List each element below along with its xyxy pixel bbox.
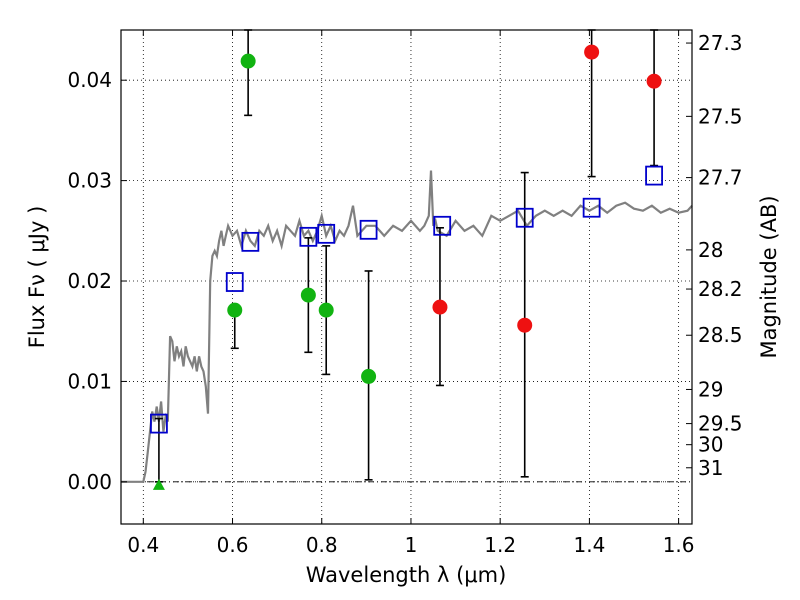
y-axis-label: Flux Fν ( μJy ) [25,206,49,349]
red-point [432,299,448,315]
blue-square-point [299,226,318,247]
x-tick-label: 0.4 [127,533,159,557]
x-tick-label: 0.6 [217,533,249,557]
green-point [361,368,377,384]
green-point [240,53,256,69]
green-point [300,287,316,303]
y2-tick-label: 30 [698,433,723,457]
x-axis-label: Wavelength λ (μm) [306,563,507,587]
y2-tick-label: 29.5 [698,412,743,436]
y2-tick-label: 27.3 [698,31,743,55]
green-triangle-point [152,478,165,490]
blue-square-point [225,272,244,292]
y-tick-label: 0.02 [67,269,112,293]
y2-axis-label: Magnitude (AB) [757,195,781,358]
x-tick-label: 1.4 [573,533,605,557]
x-tick-label: 1.2 [484,533,516,557]
blue-square-point [359,219,378,240]
blue-square-point [515,207,534,228]
y2-tick-label: 28.5 [698,323,743,347]
data-points [150,44,663,490]
blue-square-point [150,413,168,434]
y2-tick-label: 29 [698,377,723,401]
blue-square-point [433,215,452,236]
green-point [318,302,334,318]
y-tick-label: 0.04 [67,68,112,92]
y2-tick-label: 28 [698,238,723,262]
y-tick-label: 0.03 [67,169,112,193]
blue-square-point [582,197,601,218]
y2-tick-label: 28.2 [698,277,743,301]
y-tick-label: 0.01 [67,369,112,393]
red-point [646,73,662,89]
y2-tick-label: 31 [698,456,723,480]
blue-square-point [645,165,663,186]
red-point [517,317,533,333]
x-tick-label: 1 [405,533,418,557]
y2-tick-label: 27.5 [698,104,743,128]
green-point [227,302,243,318]
y2-tick-label: 27.7 [698,166,743,190]
plot-frame [120,29,693,525]
x-tick-label: 1.6 [663,533,695,557]
blue-square-point [241,231,260,252]
red-point [584,44,600,60]
y-tick-label: 0.00 [67,470,112,494]
ticks [121,30,692,524]
blue-square-point [317,223,336,244]
x-tick-label: 0.8 [306,533,338,557]
tick-labels: 0.4 0.6 0.8 1 1.2 1.4 1.6 0.00 0.01 0.02 0.03 0.04 2… [67,31,742,557]
